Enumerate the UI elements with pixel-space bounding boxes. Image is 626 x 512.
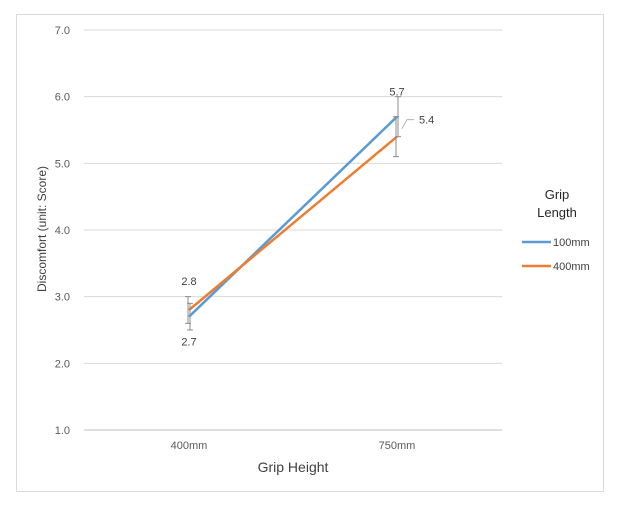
error-bar bbox=[185, 296, 191, 324]
y-tick-label: 7.0 bbox=[55, 25, 70, 37]
y-tick-labels: 1.0 2.0 3.0 4.0 5.0 6.0 7.0 bbox=[55, 25, 70, 437]
data-label: 5.7 bbox=[389, 87, 404, 99]
y-tick-label: 3.0 bbox=[55, 292, 70, 304]
legend-title-line1: Grip bbox=[545, 187, 570, 202]
legend-item-100mm: 100mm bbox=[522, 237, 590, 249]
data-labels: 2.7 5.7 2.8 5.4 bbox=[181, 87, 434, 349]
x-axis-title: Grip Height bbox=[258, 459, 329, 475]
x-tick-labels: 400mm 750mm bbox=[171, 440, 416, 452]
y-tick-label: 5.0 bbox=[55, 158, 70, 170]
chart-frame bbox=[16, 14, 604, 492]
legend-label: 100mm bbox=[553, 237, 590, 249]
legend: Grip Length 100mm 400mm bbox=[522, 187, 590, 273]
legend-item-400mm: 400mm bbox=[522, 261, 590, 273]
y-tick-label: 6.0 bbox=[55, 92, 70, 104]
y-tick-label: 4.0 bbox=[55, 225, 70, 237]
series-line-100mm bbox=[188, 115, 398, 318]
y-tick-label: 1.0 bbox=[55, 425, 70, 437]
error-bars bbox=[185, 96, 401, 331]
series-line-400mm bbox=[188, 135, 398, 311]
x-tick-label: 400mm bbox=[171, 440, 208, 452]
legend-items: 100mm 400mm bbox=[522, 237, 590, 273]
error-bar bbox=[393, 116, 399, 158]
gridlines bbox=[84, 29, 502, 431]
data-label: 2.7 bbox=[181, 337, 196, 349]
legend-title-line2: Length bbox=[537, 205, 577, 220]
legend-label: 400mm bbox=[553, 261, 590, 273]
x-tick-label: 750mm bbox=[379, 440, 416, 452]
data-label-leader bbox=[401, 119, 414, 129]
data-label: 2.8 bbox=[181, 276, 196, 288]
series-lines bbox=[188, 115, 398, 318]
y-tick-label: 2.0 bbox=[55, 358, 70, 370]
y-axis-title: Discomfort (unit: Score) bbox=[35, 166, 49, 292]
data-label: 5.4 bbox=[419, 115, 434, 127]
